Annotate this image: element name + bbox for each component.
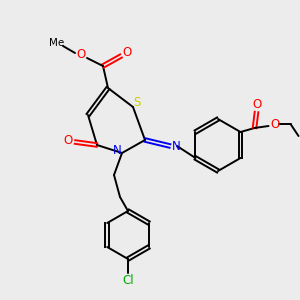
Text: O: O — [270, 118, 279, 131]
Text: N: N — [112, 145, 122, 158]
Text: O: O — [76, 49, 85, 62]
Text: Me: Me — [50, 38, 64, 48]
Text: O: O — [122, 46, 132, 59]
Text: N: N — [172, 140, 180, 154]
Text: S: S — [133, 95, 141, 109]
Text: Cl: Cl — [122, 274, 134, 286]
Text: O: O — [252, 98, 261, 112]
Text: O: O — [63, 134, 73, 148]
